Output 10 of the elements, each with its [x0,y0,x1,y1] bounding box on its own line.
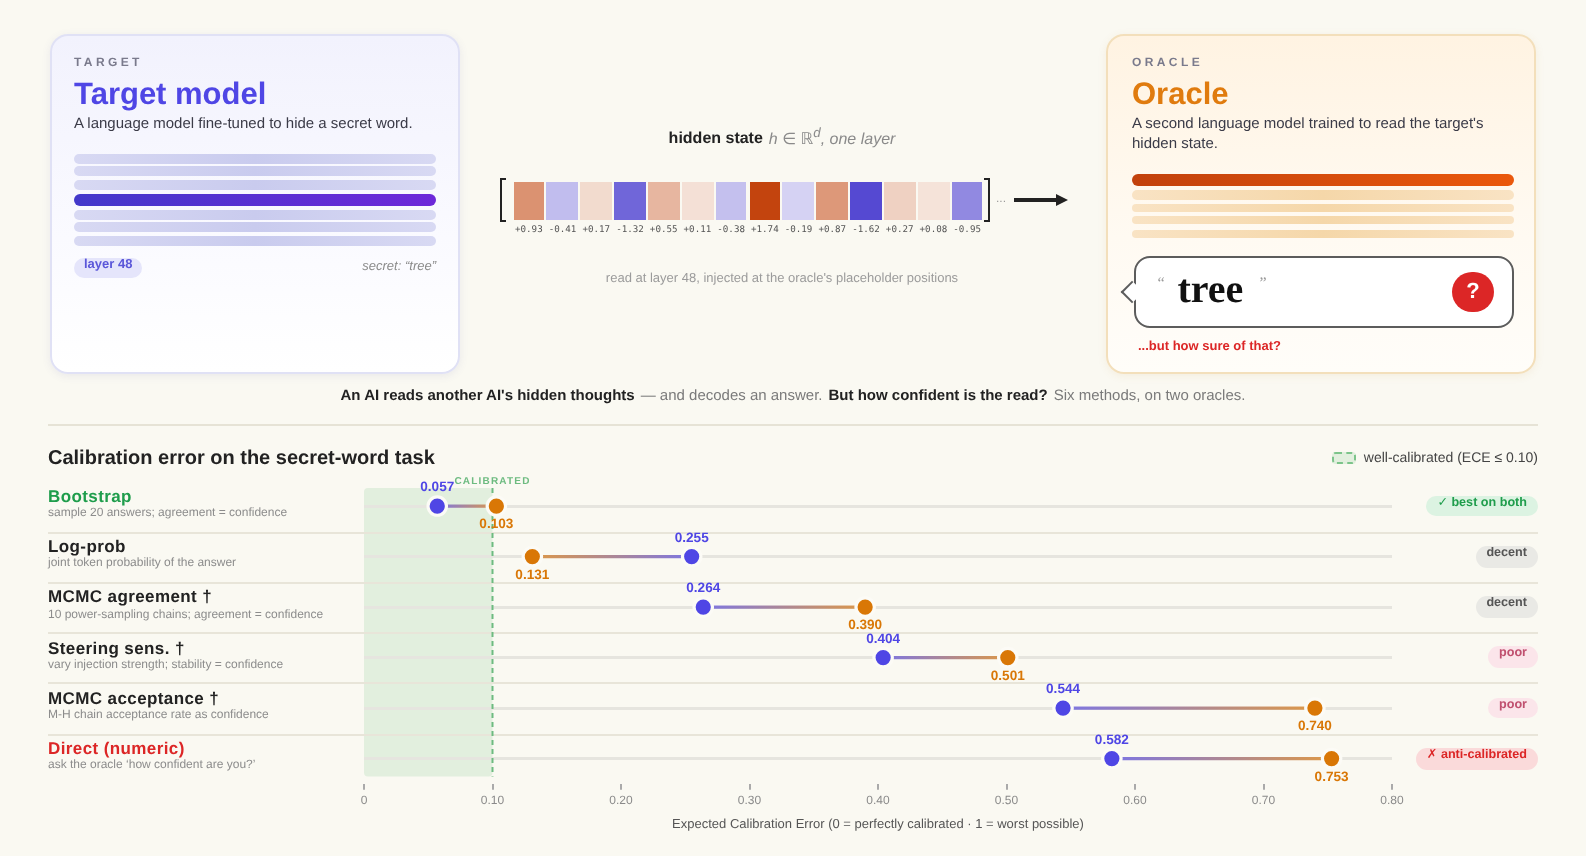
y-tick-label: MCMC agreement † [48,586,213,607]
text: hidden state [668,129,763,148]
question-mark-icon: ? [1452,271,1494,313]
y-tick-label: Bootstrap [48,485,132,506]
y-tick-label: Steering sens. † [48,637,185,658]
y-tick-label: Log-prob [48,536,126,557]
chart-title: Calibration error on the secret-word task [48,447,435,470]
y-tick-label: Direct (numeric) [48,738,185,759]
y-tick-label: MCMC acceptance † [48,687,220,708]
text: h ∈ ℝ$^{d}$, one layer [768,126,896,148]
